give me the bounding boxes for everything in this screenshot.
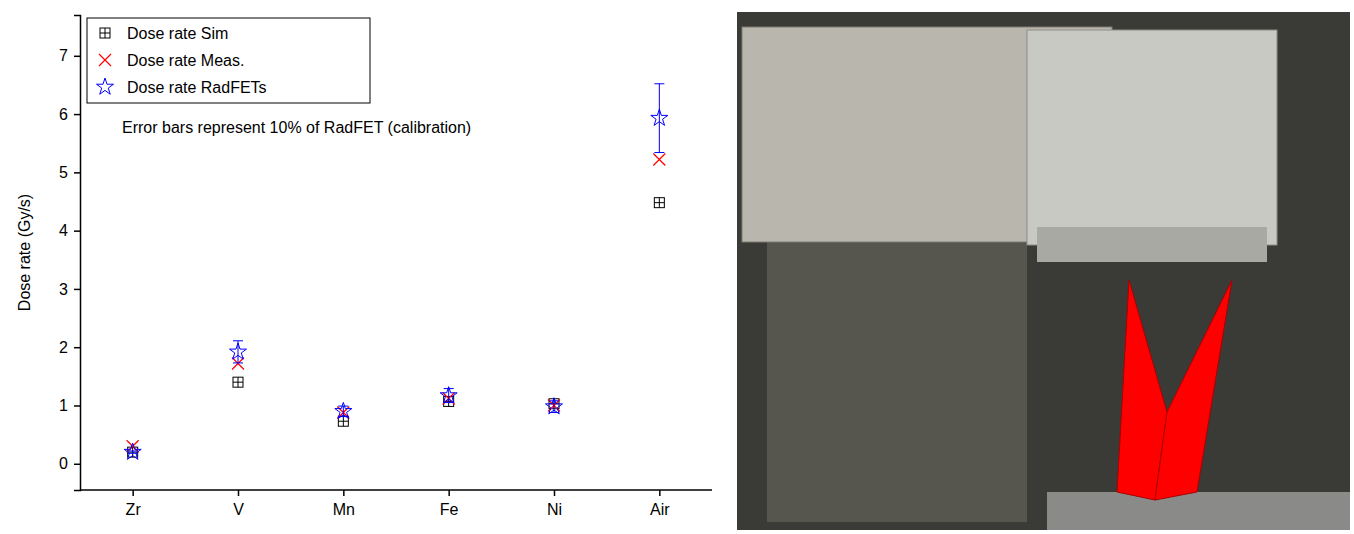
legend: Dose rate Sim Dose rate Meas. Dose rate Ra… <box>87 18 370 103</box>
y-tick-label: 4 <box>59 222 68 239</box>
y-axis: 0 1 2 3 4 5 6 7 <box>59 16 80 491</box>
x-tick: Zr <box>126 490 142 518</box>
legend-label: Dose rate RadFETs <box>127 79 267 96</box>
error-bar <box>444 389 454 403</box>
y-tick-mark <box>74 172 80 174</box>
x-axis-line <box>80 489 712 491</box>
y-tick-label: 2 <box>59 339 68 356</box>
legend-label: Dose rate Sim <box>127 25 228 42</box>
x-tick-label: Air <box>650 501 670 518</box>
y-axis-line <box>74 16 81 491</box>
photo-beam <box>1155 280 1232 500</box>
x-tick: Air <box>650 490 670 518</box>
y-tick-mark <box>74 405 80 407</box>
y-tick: 0 <box>59 455 80 472</box>
point <box>545 398 562 414</box>
legend-marker <box>99 54 111 66</box>
y-tick: 5 <box>59 164 80 181</box>
legend-label: Dose rate Meas. <box>127 52 244 69</box>
y-tick-mark <box>74 230 80 232</box>
x-tick-label: Zr <box>126 501 142 518</box>
photo-panel <box>737 12 1350 530</box>
legend-box <box>87 18 370 103</box>
x-axis: Zr V Mn Fe Ni Air <box>80 490 712 518</box>
legend-marker <box>100 28 110 38</box>
y-tick-label: 0 <box>59 455 68 472</box>
x-tick: Ni <box>547 490 562 518</box>
point <box>335 402 352 418</box>
series <box>124 84 668 460</box>
legend-entry: Dose rate Meas. <box>99 52 244 69</box>
y-tick-mark <box>74 347 80 349</box>
x-tick-mark <box>343 490 345 496</box>
series <box>127 154 666 453</box>
y-tick-label: 6 <box>59 106 68 123</box>
y-tick: 3 <box>59 281 80 298</box>
photo-detector <box>1027 30 1277 245</box>
photo-holder <box>1037 227 1267 262</box>
y-tick: 2 <box>59 339 80 356</box>
annotation: Error bars represent 10% of RadFET (cali… <box>122 119 471 136</box>
point <box>653 154 665 166</box>
y-tick: 7 <box>59 47 80 64</box>
x-tick-mark <box>448 490 450 496</box>
point <box>124 443 141 459</box>
legend-entry: Dose rate Sim <box>100 25 228 42</box>
point <box>229 343 246 359</box>
y-tick: 4 <box>59 222 80 239</box>
y-tick: 1 <box>59 397 80 414</box>
x-tick-label: Fe <box>440 501 459 518</box>
y-tick-label: 5 <box>59 164 68 181</box>
y-tick-mark <box>74 114 80 116</box>
y-axis-title: Dose rate (Gy/s) <box>16 194 33 311</box>
x-tick-mark <box>659 490 661 496</box>
series <box>128 198 665 457</box>
y-tick-label: 3 <box>59 281 68 298</box>
y-tick-label: 1 <box>59 397 68 414</box>
error-bar <box>549 401 559 413</box>
photo-background <box>737 12 1350 530</box>
legend-entry: Dose rate RadFETs <box>96 78 266 96</box>
canvas: 0 1 2 3 4 5 6 7 Zr V Mn Fe Ni Air Dose rate (Gy/s) Dose… <box>0 0 1354 534</box>
x-tick: Fe <box>440 490 459 518</box>
error-bar <box>654 84 664 153</box>
x-tick-mark <box>238 490 240 496</box>
y-tick-mark <box>74 56 80 58</box>
plot-marks <box>124 84 668 460</box>
x-tick-label: Ni <box>547 501 562 518</box>
x-tick: Mn <box>333 490 355 518</box>
x-tick-mark <box>132 490 134 496</box>
legend-marker <box>96 78 113 94</box>
y-tick-mark <box>74 289 80 291</box>
photo-sample <box>1047 492 1350 530</box>
point <box>651 109 668 125</box>
x-tick-label: Mn <box>333 501 355 518</box>
point <box>440 387 457 403</box>
y-tick-label: 7 <box>59 47 68 64</box>
point <box>233 377 243 387</box>
x-tick-mark <box>554 490 556 496</box>
y-tick-mark <box>74 464 80 466</box>
point <box>654 198 664 208</box>
x-tick: V <box>233 490 244 518</box>
x-tick-label: V <box>233 501 244 518</box>
y-tick: 6 <box>59 106 80 123</box>
